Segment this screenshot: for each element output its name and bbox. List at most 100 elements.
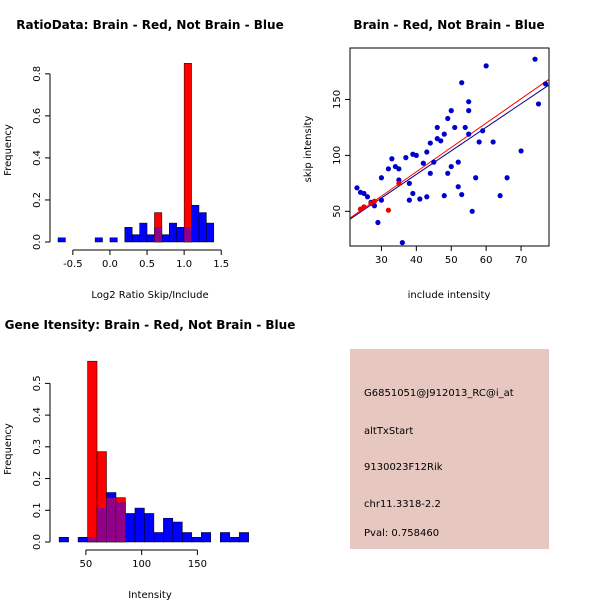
scatter-point-not-brain [480,128,486,134]
ratio-histogram-x-label: Log2 Ratio Skip/Include [91,290,208,301]
scatter-point-not-brain [403,155,409,161]
ratio-histogram-y-tick-label: 0.6 [32,108,43,124]
gene-intensity-bar-not-brain [153,532,164,543]
scatter-point-not-brain [410,190,416,197]
scatter-point-not-brain [455,159,461,165]
ratio-histogram-bar-not-brain [124,227,133,243]
scatter-point-not-brain [441,193,447,199]
ratio-histogram-x-tick-label: 0.0 [102,259,118,270]
scatter-point-brain [361,204,367,210]
scatter-point-not-brain [459,191,465,198]
scatter-y-label: skip intensity [303,116,314,183]
gene-intensity-x-tick-label: 50 [80,559,93,570]
scatter-point-not-brain [406,180,412,186]
scatter-fit-line [349,84,550,220]
scatter-point-not-brain [399,240,405,246]
scatter-point-not-brain [417,196,423,202]
gene-intensity-bar-not-brain [229,536,240,543]
scatter-point-not-brain [473,175,479,181]
gene-intensity-bar-not-brain [172,521,183,543]
ratio-histogram-y-tick-label: 0.8 [32,66,43,82]
scatter-fit-lines [349,78,550,220]
gene-intensity-y-tick-label: 0.0 [32,534,43,550]
scatter-point-not-brain [466,131,472,137]
ratio-histogram-x-tick-label: 1.5 [213,259,229,270]
scatter-point-not-brain [445,170,451,176]
gene-intensity-bar-not-brain [77,536,88,543]
gene-intensity-y-label: Frequency [3,423,14,475]
ratio-histogram-bar-not-brain [169,222,177,243]
scatter-point-not-brain [375,219,381,226]
scatter-y-axis: 50 100 150 [332,90,350,218]
scatter-point-not-brain [462,124,468,131]
scatter-x-tick-label: 40 [410,255,423,266]
ratio-histogram-bar-not-brain [131,234,140,243]
ratio-histogram-y-label: Frequency [3,124,14,176]
scatter-point-brain [385,207,392,213]
gene-intensity-y-tick-label: 0.4 [32,407,43,423]
gene-intensity-bar-not-brain [201,532,212,543]
ratio-histogram-bar-overlap [184,227,192,242]
scatter-point-not-brain [378,197,385,203]
scatter-point-not-brain [413,152,419,158]
ratio-histogram-y-tick-label: 0.2 [32,192,43,208]
scatter-point-not-brain [448,163,454,170]
scatter-point-not-brain [424,149,430,155]
scatter-points [354,56,549,246]
scatter-x-label: include intensity [408,290,491,301]
gene-intensity-bar-not-brain [182,532,193,543]
gene-intensity-y-axis: 0.0 0.1 0.2 0.3 0.4 0.5 [32,375,51,550]
ratio-histogram-x-tick-label: 0.5 [139,259,155,270]
gene-intensity-title: Gene Itensity: Brain - Red, Not Brain - … [5,318,296,332]
gene-intensity-bar-not-brain [220,532,230,543]
gene-intensity-bars [58,360,249,543]
scatter-point-not-brain [490,139,496,145]
scatter-x-tick-label: 60 [480,255,493,266]
gene-intensity-bar-not-brain [163,517,174,543]
scatter-fit-line [349,78,550,219]
scatter-point-not-brain [396,166,402,172]
ratio-histogram-bar-brain [183,63,192,243]
ratio-histogram-bar-not-brain [198,212,207,243]
scatter-point-not-brain [542,81,549,87]
scatter-point-not-brain [504,175,510,181]
genomic-location: chr11.3318-2.2 [364,499,441,510]
gene-intensity-y-tick-label: 0.3 [32,439,43,455]
scatter-point-not-brain [378,175,385,181]
ratio-histogram-bar-not-brain [206,222,215,243]
scatter-point-not-brain [424,194,430,200]
scatter-title: Brain - Red, Not Brain - Blue [353,18,544,32]
ratio-histogram-bar-overlap [154,227,162,242]
ratio-histogram-title: RatioData: Brain - Red, Not Brain - Blue [16,18,283,32]
gene-intensity-bar-not-brain [238,532,249,543]
scatter-x-tick-label: 30 [375,255,388,266]
scatter-point-not-brain [445,115,451,122]
ratio-histogram-y-tick-label: 0.0 [32,234,43,250]
scatter-point-not-brain [459,80,465,86]
gene-name: 9130023F12Rik [364,462,443,473]
gene-intensity-x-axis: 50 100 150 [80,549,207,570]
scatter-point-not-brain [466,108,472,114]
gene-intensity-x-label: Intensity [128,590,172,600]
scatter-x-axis: 30 40 50 60 70 [375,246,527,266]
scatter-point-not-brain [354,185,360,191]
p-value: Pval: 0.758460 [364,528,439,539]
probe-id: G6851051@J912013_RC@i_at [364,388,514,399]
scatter-point-not-brain [406,197,412,203]
gene-intensity-y-tick-label: 0.2 [32,471,43,487]
scatter-point-not-brain [518,148,524,154]
ratio-histogram-y-axis: 0.0 0.2 0.4 0.6 0.8 [32,66,51,250]
scatter-point-brain [396,180,402,186]
ratio-histogram-bar-not-brain [139,222,148,243]
scatter-point-not-brain [466,99,472,105]
scatter-point-not-brain [448,108,454,114]
gene-intensity-bar-overlap [115,502,126,542]
scatter-point-not-brain [469,208,475,214]
scatter-point-not-brain [364,194,371,200]
info-panel-background [350,349,549,549]
scatter-point-not-brain [389,156,395,162]
gene-intensity-y-tick-label: 0.5 [32,375,43,391]
gene-intensity-x-tick-label: 100 [132,559,151,570]
scatter-y-tick-label: 50 [332,205,343,218]
